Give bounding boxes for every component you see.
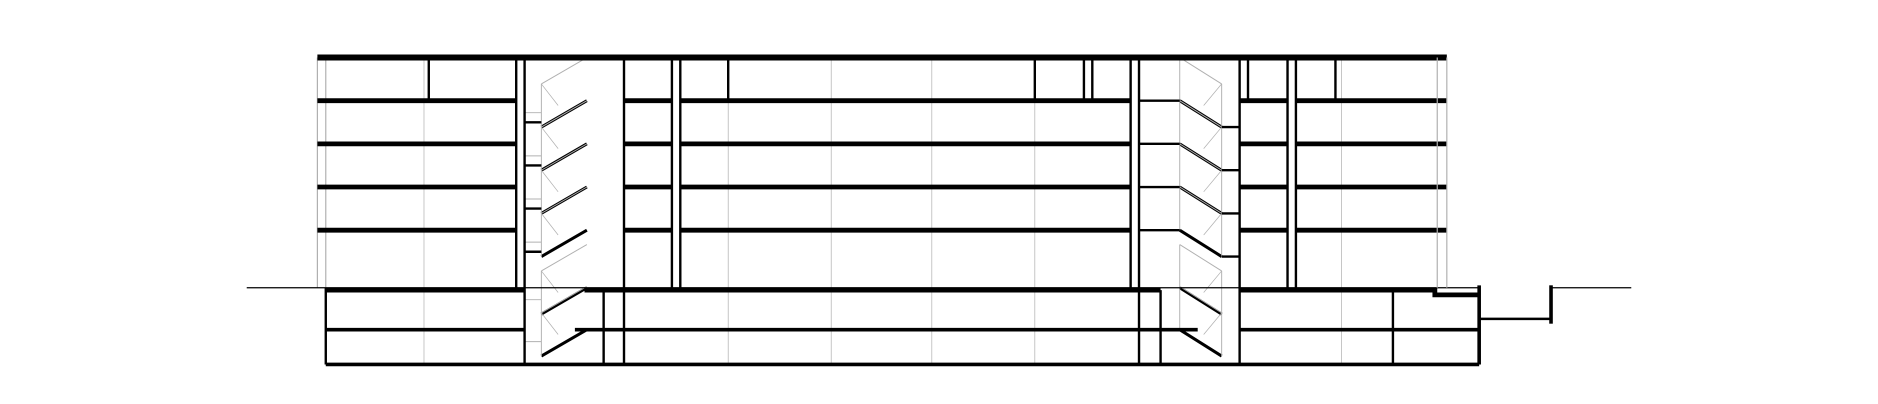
stair-edge	[541, 270, 559, 293]
stair-edge	[541, 126, 559, 149]
stair-flight-upper	[541, 57, 588, 85]
stair-edge	[1203, 312, 1222, 335]
stair-flight-upper	[541, 286, 588, 314]
stair-flight-upper	[1179, 143, 1222, 171]
stair-flight	[1178, 228, 1223, 258]
stair-edge	[541, 213, 559, 236]
stair-flight	[540, 286, 588, 316]
structure-lines	[246, 54, 1632, 367]
stair-edge	[541, 170, 559, 193]
stair-edge	[1203, 213, 1222, 236]
stair-flight-upper	[1179, 100, 1222, 128]
stair-edge	[541, 312, 559, 335]
stair-flight	[540, 228, 588, 258]
stair-flight	[1178, 328, 1223, 358]
stair-edge	[1203, 126, 1222, 149]
stair-edge	[1203, 270, 1222, 293]
stair-edge	[1203, 83, 1222, 106]
stair-edge	[541, 83, 559, 106]
stair-flight-upper	[1179, 244, 1222, 272]
staircases	[524, 57, 1223, 358]
stair-flight-upper	[541, 186, 588, 214]
stair-flight-upper	[541, 143, 588, 171]
stair-flight-upper	[1179, 57, 1222, 85]
stair-flight	[1178, 286, 1223, 316]
stair-flight-upper	[1179, 186, 1222, 214]
stair-flight	[540, 328, 588, 358]
stair-flight-upper	[541, 244, 588, 272]
stair-flight-upper	[541, 100, 588, 128]
stair-edge	[1203, 170, 1222, 193]
stair-flight-upper	[1179, 286, 1222, 314]
thin-lines	[316, 57, 1342, 365]
